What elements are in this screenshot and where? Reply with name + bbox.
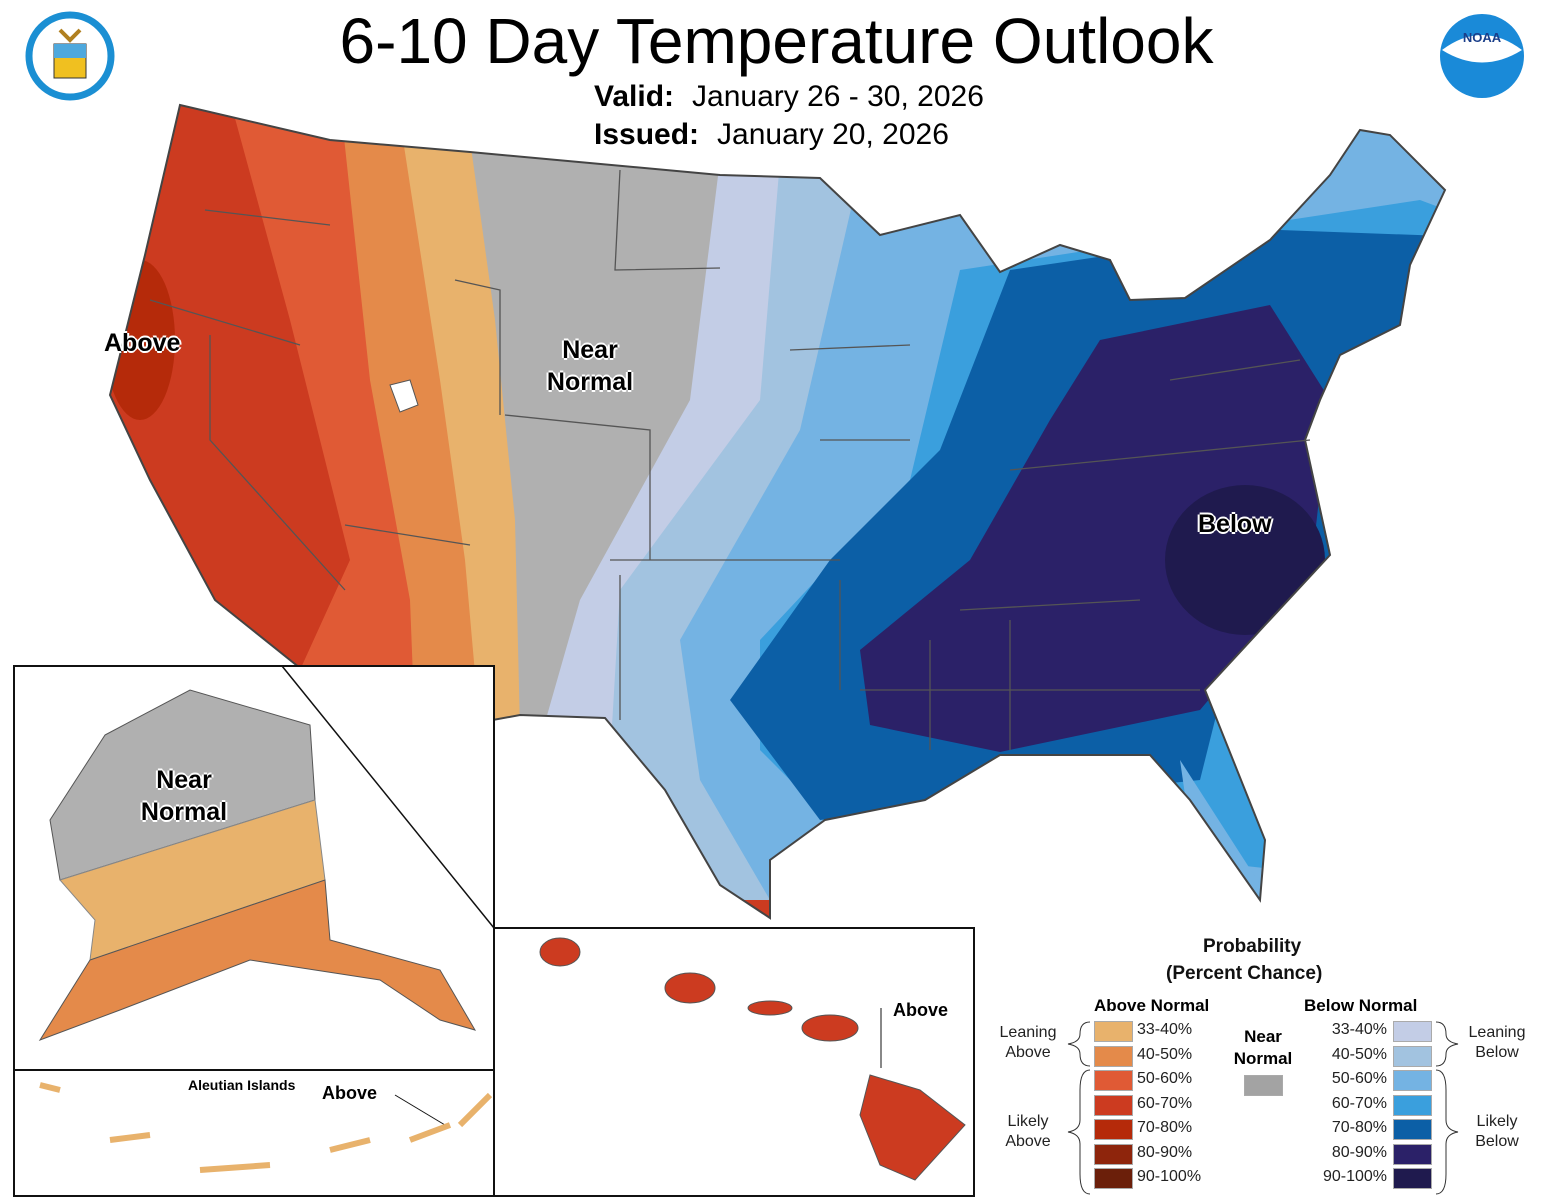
legend-label-below-6: 90-100% xyxy=(1322,1168,1387,1185)
state-borders xyxy=(149,169,1311,750)
legend-label-above-1: 40-50% xyxy=(1137,1045,1193,1063)
legend-below-header: Below Normal xyxy=(1304,996,1418,1015)
legend-label-below-2: 50-60% xyxy=(1331,1070,1387,1087)
legend-swatch-below-5 xyxy=(1393,1143,1432,1165)
legend-swatch-above-1 xyxy=(1094,1045,1133,1067)
legend-title-2: (Percent Chance) xyxy=(1166,963,1323,984)
legend-leaning-below-1: Leaning xyxy=(1468,1024,1526,1041)
valid-value: January 26 - 30, 2026 xyxy=(692,80,984,113)
legend-near-normal: Near Normal xyxy=(1230,1026,1296,1070)
legend-swatch-above-0 xyxy=(1094,1021,1133,1042)
label-near-normal: Near Normal xyxy=(542,334,638,398)
legend-leaning-above-1: Leaning xyxy=(999,1024,1057,1041)
legend-swatch-below-1 xyxy=(1393,1045,1432,1067)
legend-label-above-3: 60-70% xyxy=(1137,1094,1193,1112)
legend-label-below-1: 40-50% xyxy=(1331,1045,1387,1063)
legend-normal: Normal xyxy=(1233,1049,1293,1068)
legend-likely-below-1: Likely xyxy=(1476,1113,1518,1130)
legend-swatch-below-0 xyxy=(1393,1021,1432,1042)
legend-label-below-3: 60-70% xyxy=(1331,1094,1387,1112)
legend-label-above-0: 33-40% xyxy=(1137,1021,1193,1038)
legend-swatch-near-normal xyxy=(1244,1075,1283,1096)
valid-label: Valid: xyxy=(594,80,675,113)
legend-label-below-0: 33-40% xyxy=(1331,1021,1387,1038)
legend-swatch-above-5 xyxy=(1094,1143,1133,1165)
legend-leaning-above: Leaning Above xyxy=(998,1023,1058,1063)
label-above-west: Above xyxy=(104,329,181,357)
legend-swatch-below-3 xyxy=(1393,1094,1432,1116)
issued-date: Issued: January 20, 2026 xyxy=(594,118,949,152)
legend-label-below-4: 70-80% xyxy=(1331,1119,1387,1136)
legend-likely-below-2: Below xyxy=(1475,1133,1519,1150)
label-hawaii-above: Above xyxy=(893,1000,949,1020)
legend-swatch-above-3 xyxy=(1094,1094,1133,1116)
issued-label: Issued: xyxy=(594,118,700,151)
noaa-logo: NOAA xyxy=(1440,14,1524,98)
legend-swatch-above-6 xyxy=(1094,1168,1133,1189)
legend-swatch-below-4 xyxy=(1393,1119,1432,1140)
label-ak-near: Near xyxy=(156,766,212,794)
legend-above-header: Above Normal xyxy=(1094,996,1210,1015)
legend-label-below-5: 80-90% xyxy=(1331,1143,1387,1161)
label-aleutian-above: Above xyxy=(322,1083,378,1103)
legend-label-above-4: 70-80% xyxy=(1137,1119,1193,1136)
legend-swatch-below-2 xyxy=(1393,1070,1432,1091)
legend-label-above-6: 90-100% xyxy=(1137,1168,1202,1185)
legend-title-1: Probability xyxy=(1203,936,1302,957)
legend-label-above-5: 80-90% xyxy=(1137,1143,1193,1161)
legend-leaning-below-2: Below xyxy=(1475,1044,1519,1061)
label-near: Near xyxy=(562,336,618,364)
legend-leaning-above-2: Above xyxy=(1005,1044,1051,1061)
legend-swatch-above-2 xyxy=(1094,1070,1133,1091)
label-alaska-near-normal: Near Normal xyxy=(136,764,232,828)
legend-likely-above: Likely Above xyxy=(998,1112,1058,1152)
legend-leaning-below: Leaning Below xyxy=(1466,1023,1528,1063)
label-normal: Normal xyxy=(546,368,634,396)
legend-near: Near xyxy=(1244,1027,1282,1046)
label-aleutian-islands: Aleutian Islands xyxy=(188,1077,296,1093)
svg-text:NOAA: NOAA xyxy=(1463,30,1502,45)
label-ak-normal: Normal xyxy=(140,798,228,826)
legend-likely-above-1: Likely xyxy=(1007,1113,1049,1130)
legend-likely-below: Likely Below xyxy=(1466,1112,1528,1152)
valid-dates: Valid: January 26 - 30, 2026 xyxy=(594,80,984,114)
commerce-seal-logo xyxy=(25,11,115,101)
page-title: 6-10 Day Temperature Outlook xyxy=(339,5,1214,77)
legend-label-above-2: 50-60% xyxy=(1137,1070,1193,1087)
legend-swatch-below-6 xyxy=(1393,1168,1432,1189)
legend-swatch-above-4 xyxy=(1094,1119,1133,1140)
issued-value: January 20, 2026 xyxy=(717,118,949,151)
label-below-east: Below xyxy=(1198,510,1272,538)
legend-likely-above-2: Above xyxy=(1005,1133,1051,1150)
